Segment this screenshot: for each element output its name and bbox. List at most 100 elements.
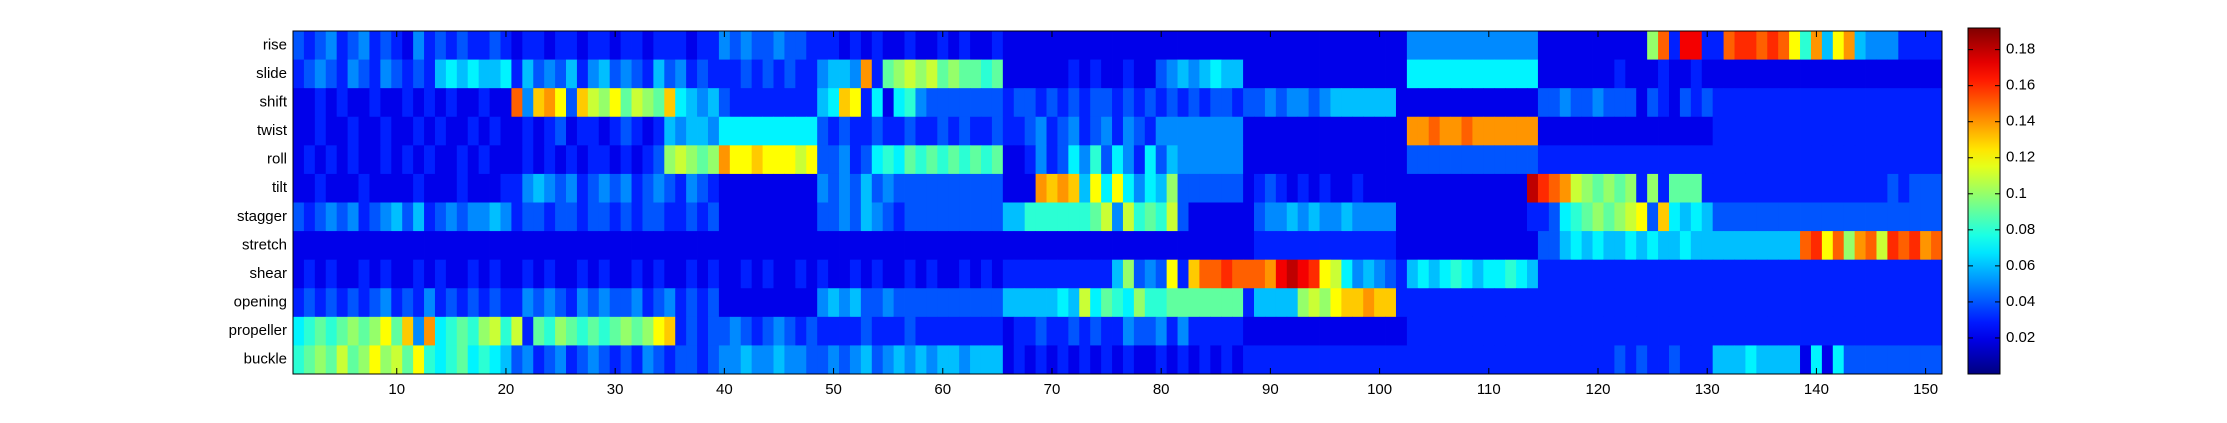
heatmap-cell [1931, 231, 1943, 261]
heatmap-cell [1909, 59, 1921, 89]
heatmap-cell [1395, 202, 1408, 232]
heatmap-cell [1057, 259, 1069, 289]
heatmap-cell [500, 288, 512, 318]
heatmap-cell [642, 202, 654, 232]
heatmap-cell [587, 116, 600, 146]
heatmap-cell [1756, 288, 1768, 318]
heatmap-cell [860, 88, 873, 118]
heatmap-cell [1734, 116, 1746, 146]
heatmap-cell [1854, 316, 1866, 346]
heatmap-cell [522, 59, 534, 89]
heatmap-cell [1450, 231, 1462, 261]
heatmap-cell [740, 345, 753, 375]
heatmap-cell [1516, 231, 1528, 261]
heatmap-cell [434, 231, 447, 261]
heatmap-cell [1450, 345, 1462, 375]
heatmap-cell [893, 145, 905, 175]
heatmap-cell [391, 116, 403, 146]
heatmap-cell [1603, 202, 1615, 232]
heatmap-cell [1494, 202, 1506, 232]
heatmap-cell [1068, 173, 1080, 203]
heatmap-cell [1690, 259, 1703, 289]
heatmap-cell [1756, 116, 1768, 146]
heatmap-cell [1079, 31, 1091, 60]
heatmap-cell [882, 288, 895, 318]
heatmap-cell [1243, 116, 1255, 146]
heatmap-cell [675, 173, 687, 203]
heatmap-cell [1210, 145, 1222, 175]
heatmap-cell [1548, 173, 1561, 203]
heatmap-cell [871, 345, 884, 375]
heatmap-cell [1516, 88, 1528, 118]
heatmap-cell [347, 316, 359, 346]
heatmap-cell [1439, 31, 1451, 60]
heatmap-cell [1068, 288, 1080, 318]
heatmap-cell [1002, 259, 1015, 289]
heatmap-cell [915, 202, 927, 232]
heatmap-cell [1854, 88, 1866, 118]
heatmap-cell [336, 259, 349, 289]
heatmap-cell [1188, 345, 1200, 375]
heatmap-cell [522, 288, 534, 318]
heatmap-cell [1188, 202, 1200, 232]
heatmap-cell [1614, 59, 1626, 89]
heatmap-cell [1275, 173, 1288, 203]
heatmap-cell [1679, 345, 1692, 375]
heatmap-cell [1221, 316, 1233, 346]
heatmap-cell [1341, 59, 1353, 89]
heatmap-cell [860, 345, 873, 375]
heatmap-cell [1537, 145, 1550, 175]
heatmap-cell [1090, 345, 1102, 375]
heatmap-cell [1832, 288, 1845, 318]
heatmap-cell [1614, 173, 1626, 203]
heatmap-cell [1308, 88, 1320, 118]
heatmap-cell [369, 88, 381, 118]
heatmap-cell [1843, 259, 1856, 289]
heatmap-cell [860, 116, 873, 146]
heatmap-cell [1647, 231, 1659, 261]
heatmap-cell [1581, 173, 1593, 203]
heatmap-cell [1417, 31, 1430, 60]
heatmap-cell [555, 316, 567, 346]
heatmap-cell [303, 316, 316, 346]
heatmap-cell [1745, 88, 1757, 118]
heatmap-cell [1865, 31, 1877, 60]
heatmap-cell [478, 31, 490, 60]
heatmap-cell [1264, 116, 1277, 146]
heatmap-cell [1243, 173, 1255, 203]
heatmap-cell [882, 31, 895, 60]
heatmap-cell [1035, 202, 1047, 232]
heatmap-cell [1024, 59, 1036, 89]
heatmap-cell [293, 202, 305, 232]
heatmap-cell [729, 31, 742, 60]
heatmap-cell [773, 88, 785, 118]
heatmap-cell [1778, 231, 1790, 261]
heatmap-cell [1723, 259, 1735, 289]
colorbar-tick-label: 0.16 [2006, 77, 2035, 94]
heatmap-cell [1679, 116, 1692, 146]
heatmap-cell [336, 88, 349, 118]
heatmap-cell [609, 288, 622, 318]
heatmap-cell [1112, 116, 1124, 146]
heatmap-cell [533, 173, 545, 203]
heatmap-cell [424, 88, 436, 118]
heatmap-cell [1701, 31, 1714, 60]
heatmap-cell [1385, 288, 1397, 318]
heatmap-cell [1658, 145, 1670, 175]
heatmap-cell [1920, 88, 1932, 118]
heatmap-cell [500, 116, 512, 146]
heatmap-cell [1909, 173, 1921, 203]
heatmap-cell [347, 231, 359, 261]
heatmap-cell [882, 316, 895, 346]
heatmap-cell [1865, 288, 1877, 318]
heatmap-cell [1821, 31, 1834, 60]
heatmap-cell [434, 145, 447, 175]
heatmap-cell [1658, 259, 1670, 289]
heatmap-cell [1417, 145, 1430, 175]
heatmap-cell [1505, 345, 1517, 375]
heatmap-cell [1363, 231, 1375, 261]
heatmap-cell [1865, 259, 1877, 289]
heatmap-cell [380, 116, 392, 146]
heatmap-cell [893, 202, 905, 232]
heatmap-cell [1090, 259, 1102, 289]
